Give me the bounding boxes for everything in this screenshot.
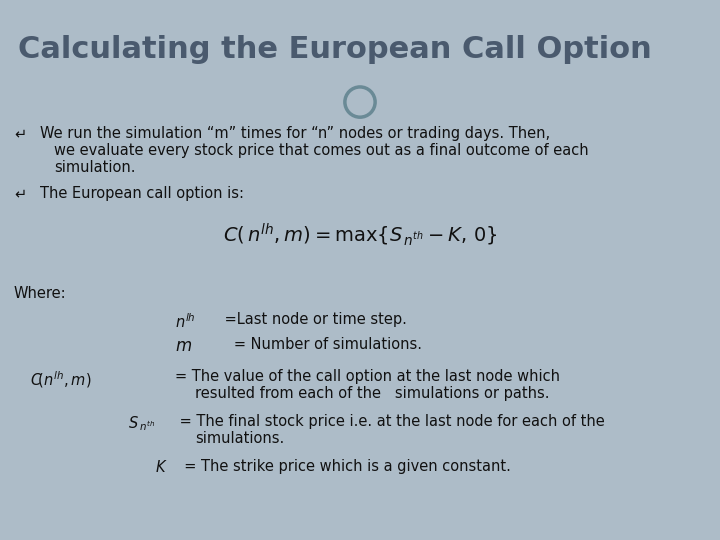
Text: simulation.: simulation. — [54, 160, 135, 175]
Text: We run the simulation “m” times for “n” nodes or trading days. Then,: We run the simulation “m” times for “n” … — [40, 126, 550, 141]
Text: Calculating the European Call Option: Calculating the European Call Option — [18, 36, 652, 64]
Text: we evaluate every stock price that comes out as a final outcome of each: we evaluate every stock price that comes… — [54, 143, 589, 158]
Text: The European call option is:: The European call option is: — [40, 186, 244, 201]
Text: resulted from each of the   simulations or paths.: resulted from each of the simulations or… — [195, 386, 549, 401]
Text: ↵: ↵ — [14, 126, 26, 141]
Text: = The final stock price i.e. at the last node for each of the: = The final stock price i.e. at the last… — [175, 414, 605, 429]
Text: $K$: $K$ — [155, 459, 168, 475]
Text: $C\!\left(n^{lh},m\right)$: $C\!\left(n^{lh},m\right)$ — [30, 369, 91, 390]
Text: $C\left(\,n^{lh},m\right) = \mathrm{max}\{S_{\,n^{th}} - K,\,0\}$: $C\left(\,n^{lh},m\right) = \mathrm{max}… — [222, 222, 498, 248]
Text: $m$: $m$ — [175, 337, 192, 355]
Text: $S\,_{n^{th}}$: $S\,_{n^{th}}$ — [128, 414, 156, 433]
Text: = Number of simulations.: = Number of simulations. — [220, 337, 422, 352]
Text: Where:: Where: — [14, 286, 67, 301]
Text: = The value of the call option at the last node which: = The value of the call option at the la… — [175, 369, 560, 384]
Text: $n^{lh}$: $n^{lh}$ — [175, 312, 196, 331]
Text: ↵: ↵ — [14, 186, 26, 201]
Text: = The strike price which is a given constant.: = The strike price which is a given cons… — [175, 459, 511, 474]
Text: simulations.: simulations. — [195, 431, 284, 446]
Text: =Last node or time step.: =Last node or time step. — [220, 312, 407, 327]
